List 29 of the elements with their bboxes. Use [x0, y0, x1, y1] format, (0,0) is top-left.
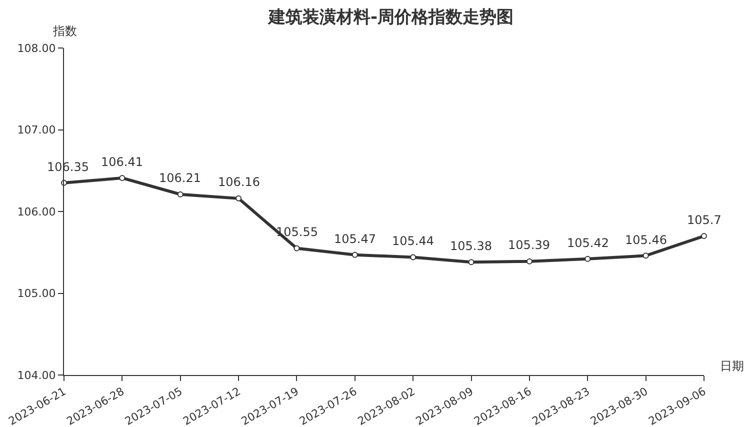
- y-tick-label: 106.00: [17, 205, 56, 218]
- point: [642, 252, 649, 259]
- chart-title: 建筑装潢材料-周价格指数走势图: [266, 8, 514, 28]
- y-axis-title: 指数: [52, 24, 77, 38]
- data-label: 105.7: [687, 213, 722, 227]
- point: [701, 233, 707, 240]
- y-tick-label: 104.00: [17, 368, 56, 382]
- y-tick-label: 108.00: [17, 42, 56, 55]
- x-axis-title: 日期: [720, 359, 744, 373]
- point: [294, 245, 300, 252]
- data-label: 105.47: [334, 232, 376, 246]
- data-label: 106.41: [101, 155, 143, 169]
- point: [526, 258, 532, 264]
- data-label: 105.42: [567, 236, 609, 250]
- data-label: 105.38: [450, 239, 492, 253]
- point: [410, 254, 416, 260]
- point: [352, 252, 358, 258]
- data-label: 106.16: [218, 175, 260, 189]
- data-label: 105.46: [625, 233, 667, 247]
- point: [177, 191, 184, 198]
- point: [236, 195, 242, 202]
- data-label: 106.21: [159, 171, 201, 185]
- y-tick-label: 107.00: [17, 124, 56, 137]
- point: [584, 256, 591, 262]
- point: [119, 174, 126, 181]
- y-tick-label: 105.00: [17, 287, 56, 300]
- data-label: 105.39: [508, 238, 550, 252]
- point: [468, 259, 474, 266]
- data-label: 105.44: [392, 234, 434, 248]
